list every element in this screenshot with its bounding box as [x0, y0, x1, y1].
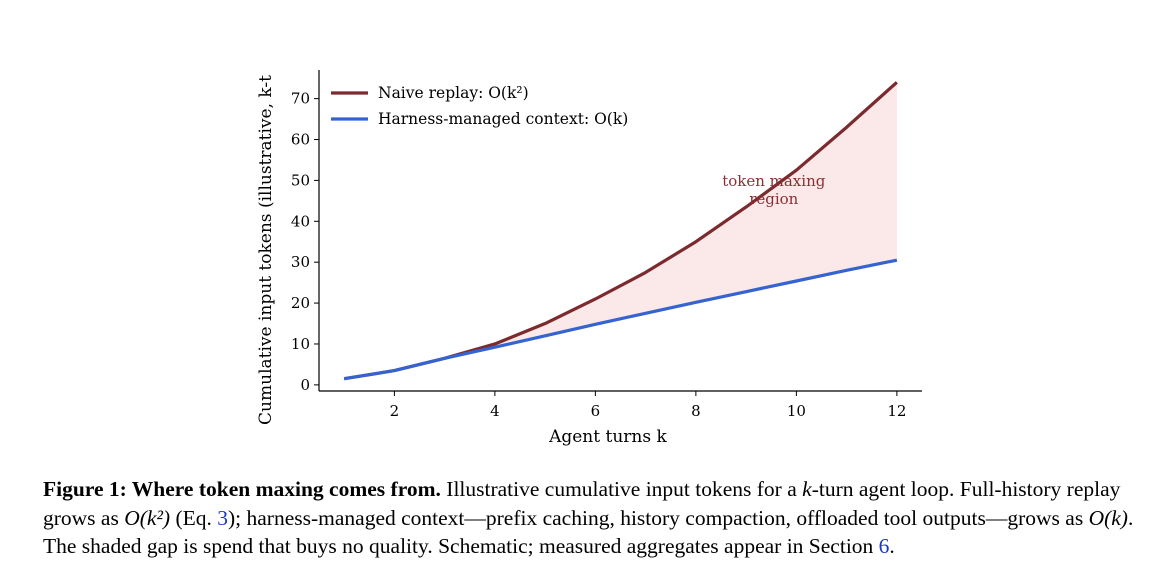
legend-label: Harness-managed context: O(k): [378, 110, 628, 128]
y-tick-label: 10: [291, 335, 310, 353]
x-tick-label: 2: [390, 402, 400, 420]
series-lines: [343, 81, 898, 381]
y-tick-label: 30: [291, 253, 310, 271]
caption-text: (Eq.: [170, 505, 218, 530]
y-tick-label: 20: [291, 294, 310, 312]
caption-k: k: [802, 477, 812, 501]
y-tick-label: 0: [300, 376, 310, 394]
x-axis-label: Agent turns k: [548, 427, 667, 447]
caption-text: ); harness-managed context—prefix cachin…: [227, 505, 1089, 530]
caption-math-linear: O(k): [1088, 505, 1128, 530]
x-tick-label: 8: [691, 402, 701, 420]
caption-text: . The shaded gap is spend that buys no q…: [43, 505, 1134, 559]
y-tick-label: 60: [291, 131, 310, 149]
x-tick-label: 4: [490, 402, 500, 420]
y-axis-label: Cumulative input tokens (illustrative, k…: [256, 75, 276, 425]
caption-text: .: [889, 534, 895, 558]
annotation-line-2: region: [749, 190, 798, 208]
equation-link[interactable]: 3: [217, 505, 228, 530]
section-link[interactable]: 6: [878, 534, 890, 558]
x-tick-label: 10: [787, 402, 806, 420]
figure-label: Figure 1: Where token maxing comes from.: [43, 477, 441, 501]
legend: Naive replay: O(k²) Harness-managed conte…: [331, 84, 628, 128]
x-tick-label: 12: [887, 402, 906, 420]
series-line-harness-managed: [343, 258, 898, 381]
caption-text: -turn agent loop. Full-history replay gr…: [43, 477, 1121, 530]
annotation-line-1: token maxing: [722, 172, 826, 190]
y-tick-label: 50: [291, 171, 310, 189]
y-tick-label: 70: [291, 90, 310, 108]
y-tick-label: 40: [291, 212, 310, 230]
chart-canvas: 2 4 6 8 10 12 0 10 20 30 40 50 60 70 token maxingregi…: [256, 70, 922, 447]
x-tick-label: 6: [591, 402, 601, 420]
shaded-gap-region: [344, 82, 897, 379]
figure-caption: Figure 1: Where token maxing comes from.…: [43, 475, 1143, 561]
caption-text: Illustrative cumulative input tokens for…: [440, 477, 803, 501]
axis-labels: Agent turns k Cumulative input tokens (il…: [256, 75, 667, 447]
legend-label: Naive replay: O(k²): [378, 84, 529, 102]
chart-axes: 2 4 6 8 10 12 0 10 20 30 40 50 60 70: [291, 70, 922, 420]
fill-between-area: [344, 82, 897, 379]
caption-math-quadratic: O(k²): [124, 505, 171, 530]
